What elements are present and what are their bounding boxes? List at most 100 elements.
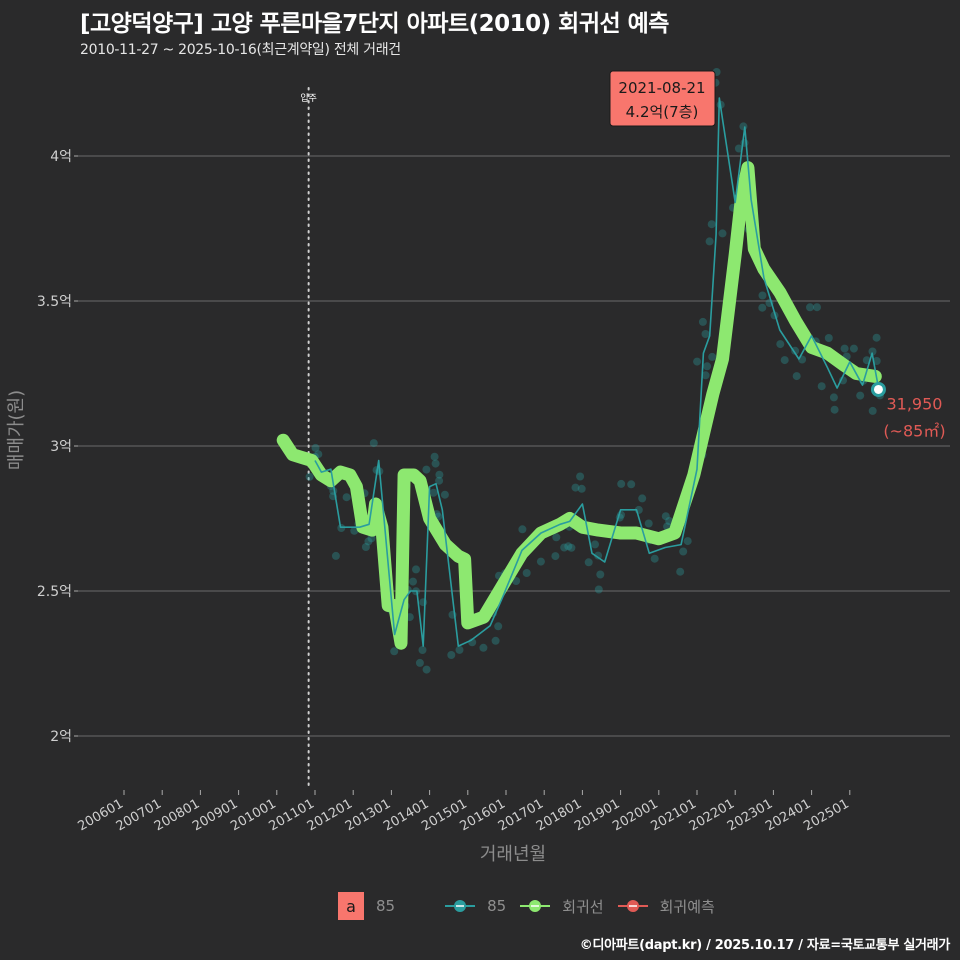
y-axis-ticks: 2억 2.5억 3억 3.5억 4억 bbox=[37, 149, 78, 745]
trade-dot bbox=[311, 443, 320, 452]
last-area-label: (~85㎡) bbox=[883, 421, 945, 440]
trade-dot bbox=[644, 519, 653, 528]
legend-label: 회귀예측 bbox=[659, 897, 715, 916]
x-axis-ticks: 2006012007012008012009012010012011012012… bbox=[76, 790, 852, 834]
legend-item-prediction[interactable]: 회귀예측 bbox=[617, 896, 729, 917]
trade-dot bbox=[594, 585, 603, 594]
y-axis-label: 매매가(원) bbox=[6, 390, 27, 470]
grid-lines bbox=[78, 155, 950, 737]
trade-dot bbox=[419, 598, 428, 607]
trade-dot bbox=[390, 647, 399, 656]
trade-dot bbox=[661, 512, 670, 521]
trade-dot bbox=[342, 493, 351, 502]
trade-dot bbox=[422, 665, 431, 674]
max-annotation-value: 4.2억(7층) bbox=[626, 103, 699, 121]
trade-dot bbox=[705, 237, 714, 246]
trade-dot bbox=[435, 470, 444, 479]
trade-dot bbox=[627, 480, 636, 489]
trade-dot bbox=[479, 643, 488, 652]
trade-dot bbox=[840, 344, 849, 353]
y-tick-label: 2억 bbox=[50, 729, 72, 745]
trade-dot bbox=[422, 465, 431, 474]
trade-dot bbox=[412, 565, 420, 574]
trade-dot bbox=[698, 317, 707, 326]
trade-dot bbox=[369, 439, 378, 448]
trade-dot bbox=[856, 391, 865, 400]
trade-dot bbox=[817, 382, 826, 391]
trade-dot bbox=[701, 330, 710, 338]
trade-dot bbox=[494, 622, 503, 631]
trade-dot bbox=[806, 303, 814, 312]
trade-dot bbox=[305, 472, 314, 481]
trade-dot bbox=[679, 547, 688, 556]
y-tick-label: 4억 bbox=[50, 149, 72, 165]
move-in-label: 입주 bbox=[300, 92, 317, 104]
trade-dot bbox=[591, 540, 599, 549]
trade-dot bbox=[331, 551, 340, 560]
max-annotation-box: 2021-08-21 4.2억(7층) bbox=[609, 70, 716, 127]
trade-dot bbox=[435, 476, 444, 485]
trade-dot bbox=[683, 537, 692, 546]
trade-dot bbox=[701, 371, 710, 380]
legend-item-85[interactable]: 85 bbox=[445, 897, 520, 915]
trade-dot bbox=[758, 291, 767, 300]
last-price-label: 31,950 bbox=[886, 394, 942, 413]
trade-dot bbox=[739, 122, 748, 131]
trade-dot bbox=[429, 488, 438, 497]
trade-dot bbox=[872, 333, 881, 342]
trade-dot bbox=[594, 551, 603, 560]
trade-dot bbox=[792, 372, 801, 381]
trade-dot bbox=[849, 344, 858, 353]
trade-dot bbox=[576, 472, 585, 481]
trade-dot bbox=[447, 651, 456, 659]
trade-dot bbox=[708, 352, 717, 361]
legend-point-line-icon bbox=[617, 900, 648, 912]
trade-dot bbox=[536, 557, 545, 566]
median-line-85 bbox=[314, 97, 880, 647]
chart-title: [고양덕양구] 고양 푸른마을7단지 아파트(2010) 회귀선 예측 bbox=[80, 11, 669, 37]
y-tick-label: 3.5억 bbox=[37, 294, 72, 310]
y-tick-label: 2.5억 bbox=[37, 584, 72, 600]
trade-dot bbox=[829, 393, 838, 402]
trade-dot bbox=[776, 340, 785, 349]
trade-dot bbox=[361, 543, 370, 551]
legend-item-regression[interactable]: 회귀선 bbox=[520, 896, 617, 917]
trade-dot bbox=[780, 356, 789, 365]
trade-dot bbox=[512, 577, 521, 585]
trade-dot bbox=[617, 479, 626, 488]
source-caption: ©디아파트(dapt.kr) / 2025.10.17 / 자료=국토교통부 실… bbox=[579, 938, 951, 953]
trade-dot bbox=[650, 554, 659, 563]
trade-dot bbox=[440, 490, 449, 499]
trade-dot bbox=[596, 570, 605, 579]
trade-dot bbox=[551, 552, 560, 561]
trade-dot bbox=[813, 303, 821, 312]
trade-dot bbox=[409, 577, 417, 586]
trade-dot bbox=[430, 452, 439, 461]
trade-dot bbox=[868, 347, 877, 356]
trade-dot bbox=[824, 334, 833, 342]
trade-dot bbox=[703, 362, 712, 371]
legend-point-line-icon bbox=[445, 900, 476, 912]
legend-label: 회귀선 bbox=[562, 897, 604, 916]
legend-text-key-swatch: a bbox=[338, 892, 364, 920]
trade-dot bbox=[491, 636, 500, 645]
legend-point-line-icon bbox=[520, 900, 551, 912]
trade-dot bbox=[693, 357, 702, 366]
chart-subtitle: 2010-11-27 ~ 2025-10-16(최근계약일) 전체 거래건 bbox=[80, 42, 401, 58]
trade-dot bbox=[522, 569, 531, 577]
trade-dot bbox=[560, 543, 569, 552]
trade-dot bbox=[364, 537, 373, 546]
trade-dot bbox=[734, 144, 743, 153]
trade-dot bbox=[577, 484, 586, 493]
x-axis-label: 거래년월 bbox=[480, 844, 546, 865]
trade-dot bbox=[584, 558, 593, 567]
legend-text-key: a 85 bbox=[338, 892, 445, 920]
trade-dot bbox=[830, 405, 839, 414]
trade-dot bbox=[415, 658, 424, 667]
trade-dot bbox=[418, 646, 427, 654]
last-trade-marker[interactable] bbox=[870, 381, 886, 397]
trade-dot bbox=[718, 229, 727, 238]
legend: a 85 85 회귀선 회귀예측 bbox=[338, 892, 729, 920]
trade-dot bbox=[564, 542, 573, 551]
legend-label: 85 bbox=[487, 897, 507, 915]
